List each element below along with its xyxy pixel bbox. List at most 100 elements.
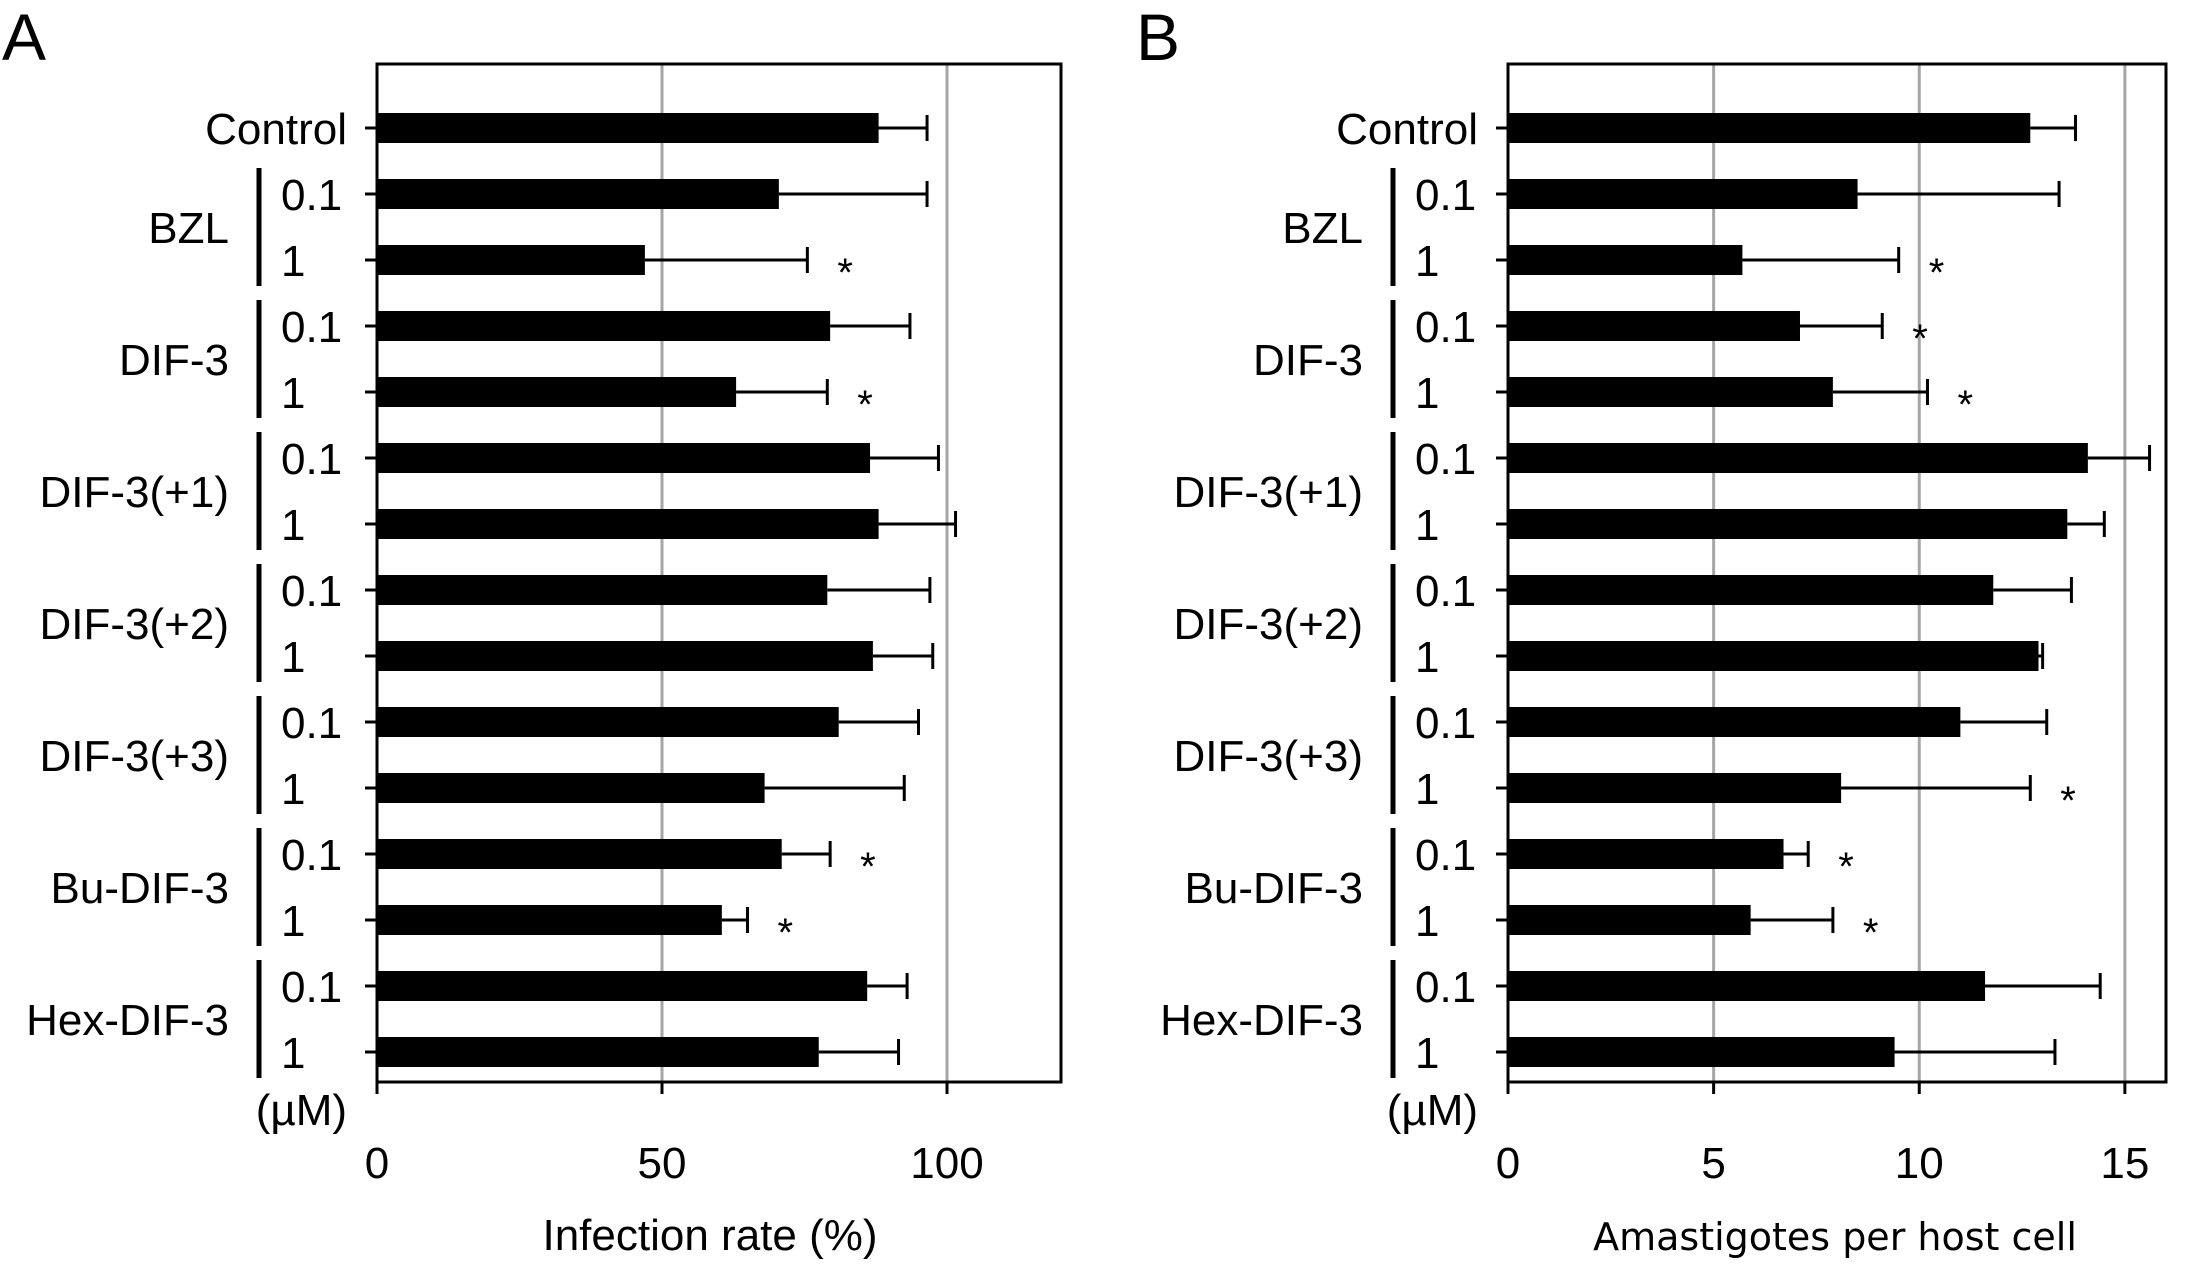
group-label: Bu-DIF-3 — [51, 864, 229, 913]
bar-4 — [377, 377, 737, 407]
panel-letter: B — [1136, 0, 1180, 74]
bar-9 — [1508, 707, 1961, 737]
bar-7 — [1508, 575, 1994, 605]
group-label: DIF-3(+3) — [40, 732, 229, 781]
dose-label: 0.1 — [1415, 435, 1476, 484]
dose-label: 0.1 — [281, 699, 342, 748]
group-label: DIF-3(+1) — [40, 468, 229, 517]
bar-13 — [1508, 971, 1986, 1001]
x-axis-title: Amastigotes per host cell — [1593, 1215, 2077, 1259]
dose-label: 0.1 — [281, 831, 342, 880]
dose-label: 0.1 — [1415, 963, 1476, 1012]
significance-star-12: * — [778, 911, 794, 955]
dose-label: 0.1 — [1415, 831, 1476, 880]
significance-star-2: * — [837, 251, 853, 295]
bar-1 — [377, 179, 779, 209]
dose-label: 1 — [1415, 633, 1439, 682]
dose-label: 1 — [281, 765, 305, 814]
significance-star-3: * — [1912, 317, 1928, 361]
group-label: DIF-3(+1) — [1174, 468, 1363, 517]
significance-star-11: * — [860, 845, 876, 889]
bar-5 — [377, 443, 871, 473]
bar-14 — [377, 1037, 819, 1067]
bar-14 — [1508, 1037, 1895, 1067]
bar-2 — [377, 245, 645, 275]
dose-label: 1 — [1415, 237, 1439, 286]
dose-label: 1 — [281, 237, 305, 286]
x-tick-label-0: 0 — [365, 1139, 389, 1188]
bar-8 — [1508, 641, 2039, 671]
bar-0 — [1508, 113, 2031, 143]
group-label: Bu-DIF-3 — [1185, 864, 1363, 913]
group-label: DIF-3(+2) — [40, 600, 229, 649]
plot-frame — [1506, 62, 2168, 1084]
dose-label: 1 — [281, 501, 305, 550]
plot-frame — [375, 62, 1063, 1084]
dose-label: 0.1 — [281, 303, 342, 352]
bar-3 — [377, 311, 831, 341]
dose-label: 1 — [1415, 897, 1439, 946]
significance-star-4: * — [1957, 383, 1973, 427]
panel-letter: A — [2, 0, 46, 74]
dose-label: 0.1 — [281, 435, 342, 484]
x-tick-label-0: 0 — [1496, 1139, 1520, 1188]
bar-9 — [377, 707, 839, 737]
group-label: Hex-DIF-3 — [1160, 996, 1363, 1045]
bar-10 — [1508, 773, 1842, 803]
bar-12 — [377, 905, 722, 935]
bar-5 — [1508, 443, 2088, 473]
bar-11 — [377, 839, 782, 869]
unit-label: (µM) — [256, 1086, 347, 1135]
bar-13 — [377, 971, 868, 1001]
dose-label: 0.1 — [281, 963, 342, 1012]
bar-1 — [1508, 179, 1858, 209]
significance-star-4: * — [857, 383, 873, 427]
bar-8 — [377, 641, 873, 671]
dose-label: 1 — [1415, 1029, 1439, 1078]
bar-3 — [1508, 311, 1800, 341]
bar-4 — [1508, 377, 1833, 407]
dose-label: 1 — [281, 369, 305, 418]
group-label: BZL — [1282, 204, 1363, 253]
x-tick-label-2: 100 — [910, 1139, 983, 1188]
significance-star-12: * — [1863, 911, 1879, 955]
significance-star-11: * — [1838, 845, 1854, 889]
dose-label: 0.1 — [1415, 303, 1476, 352]
x-tick-label-2: 10 — [1895, 1139, 1944, 1188]
x-tick-label-1: 50 — [638, 1139, 687, 1188]
significance-star-10: * — [2060, 779, 2076, 823]
panel-a: A * * * * 0 50 100 Infection rate (%) Control BZL 0… — [2, 0, 1063, 1260]
group-label: DIF-3 — [119, 336, 229, 385]
category-label: Control — [1336, 105, 1478, 154]
bar-0 — [377, 113, 879, 143]
dose-label: 1 — [281, 1029, 305, 1078]
bar-10 — [377, 773, 765, 803]
group-label: DIF-3(+2) — [1174, 600, 1363, 649]
x-axis-title: Infection rate (%) — [542, 1211, 877, 1260]
dose-label: 1 — [281, 897, 305, 946]
group-label: Hex-DIF-3 — [26, 996, 229, 1045]
dose-label: 1 — [1415, 369, 1439, 418]
dose-label: 0.1 — [1415, 171, 1476, 220]
bar-7 — [377, 575, 828, 605]
x-tick-label-1: 5 — [1701, 1139, 1725, 1188]
bar-6 — [1508, 509, 2068, 539]
unit-label: (µM) — [1387, 1086, 1478, 1135]
group-label: BZL — [148, 204, 229, 253]
bar-2 — [1508, 245, 1743, 275]
bar-12 — [1508, 905, 1751, 935]
significance-star-2: * — [1929, 251, 1945, 295]
dose-label: 1 — [1415, 765, 1439, 814]
bar-11 — [1508, 839, 1784, 869]
group-label: DIF-3 — [1253, 336, 1363, 385]
dose-label: 1 — [281, 633, 305, 682]
x-tick-label-3: 15 — [2100, 1139, 2149, 1188]
category-label: Control — [205, 105, 347, 154]
dose-label: 0.1 — [281, 567, 342, 616]
dose-label: 0.1 — [1415, 699, 1476, 748]
dose-label: 1 — [1415, 501, 1439, 550]
dose-label: 0.1 — [281, 171, 342, 220]
dose-label: 0.1 — [1415, 567, 1476, 616]
